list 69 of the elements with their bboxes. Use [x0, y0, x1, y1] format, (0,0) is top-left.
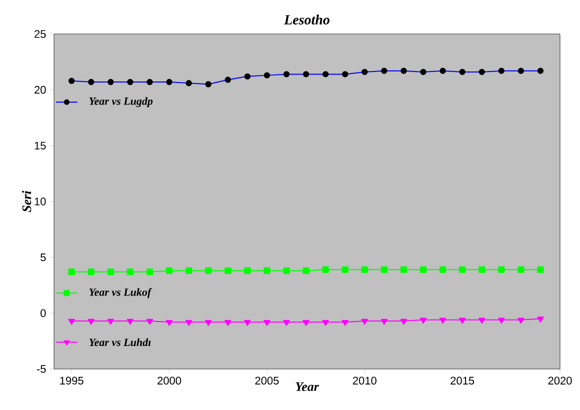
point [420, 318, 427, 324]
point [458, 318, 466, 324]
point [400, 318, 408, 325]
point [518, 318, 524, 324]
legend-label: Year vs Lugdp [89, 97, 153, 108]
point [322, 320, 329, 326]
x-tick-label: 2005 [255, 376, 279, 385]
legend-label: Year vs Luhdı [89, 338, 151, 346]
point [342, 266, 348, 273]
point [146, 318, 154, 325]
point [518, 266, 524, 273]
point [537, 266, 544, 273]
point [439, 266, 446, 273]
point [107, 268, 114, 276]
y-tick-label: 20 [34, 86, 46, 94]
point [126, 318, 134, 325]
y-tick-label: 5 [40, 254, 46, 262]
point [478, 266, 486, 273]
point [302, 320, 310, 326]
point [459, 266, 466, 273]
y-tick-label: 0 [40, 309, 46, 318]
y-tick-label: -5 [36, 365, 46, 373]
x-tick-label: 2020 [548, 376, 572, 385]
chart-title: Lesotho [284, 14, 330, 25]
point [244, 320, 251, 326]
point [107, 318, 114, 325]
point [186, 267, 192, 274]
point [420, 266, 427, 273]
point [146, 268, 154, 276]
point [204, 320, 212, 326]
point [68, 268, 75, 276]
point [400, 266, 408, 273]
point [439, 318, 446, 324]
point [264, 320, 270, 326]
point [380, 318, 388, 325]
y-axis-title: Seri [22, 190, 32, 212]
point [361, 318, 368, 325]
point [302, 267, 310, 274]
point [361, 266, 368, 273]
point [126, 268, 134, 276]
point [68, 318, 75, 325]
point [322, 266, 329, 273]
x-tick-label: 1995 [60, 376, 84, 385]
point [380, 266, 388, 273]
point [342, 320, 348, 326]
x-tick-label: 2000 [158, 376, 182, 385]
point [166, 267, 173, 274]
y-tick-label: 15 [34, 142, 46, 150]
y-tick-label: 10 [34, 198, 46, 206]
point [244, 267, 251, 274]
point [166, 320, 173, 326]
x-tick-label: 2010 [352, 376, 376, 385]
point [205, 267, 212, 274]
point [478, 318, 486, 324]
point [283, 320, 290, 326]
point [498, 318, 505, 324]
legend-label: Year vs Lukof [89, 288, 152, 298]
x-axis-title: Year [296, 382, 320, 392]
point [88, 318, 94, 325]
y-tick-label: 25 [34, 30, 46, 38]
point [224, 267, 232, 274]
point [264, 267, 270, 274]
point [537, 316, 544, 323]
point [498, 266, 505, 273]
point [185, 320, 192, 326]
x-tick-label: 2015 [450, 376, 474, 385]
point [224, 320, 232, 326]
point [283, 267, 290, 274]
point [88, 268, 94, 276]
